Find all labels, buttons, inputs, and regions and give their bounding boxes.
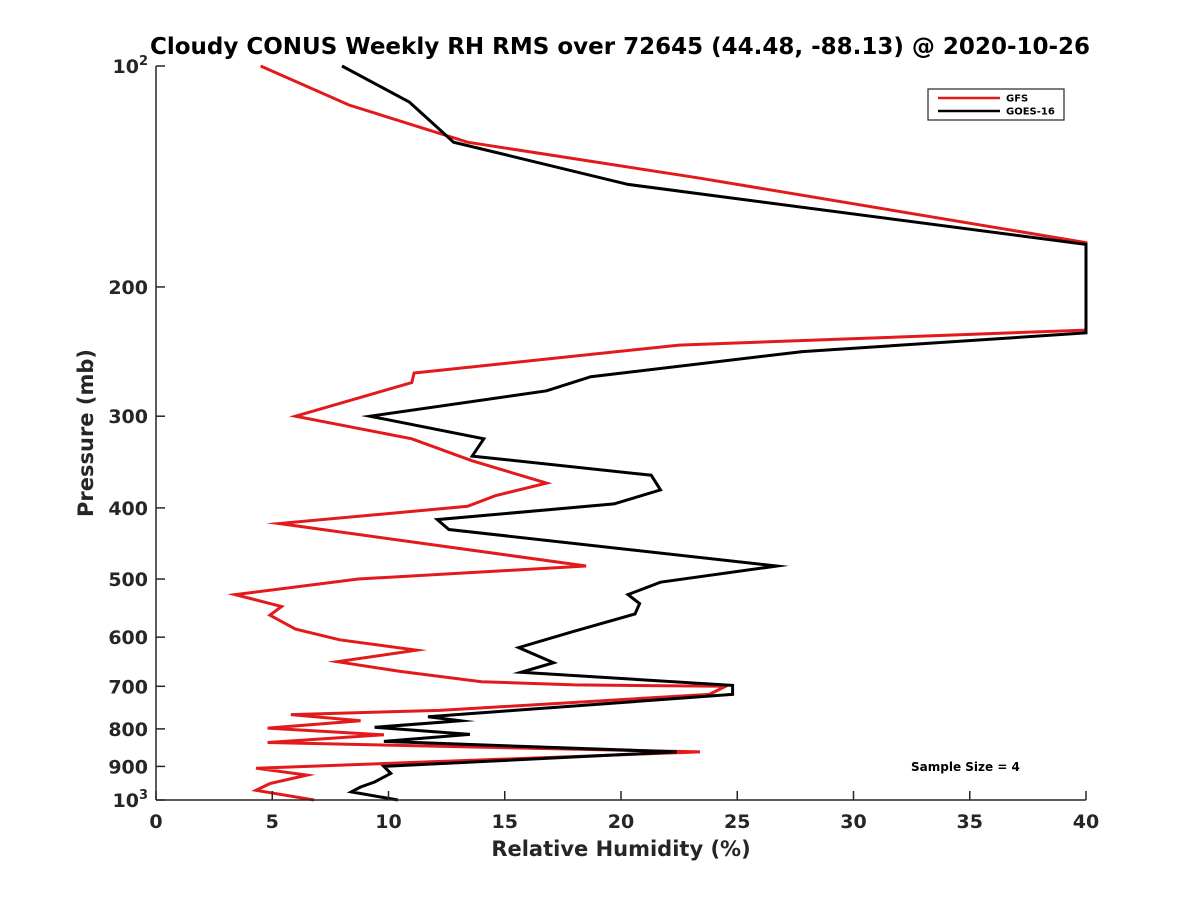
x-ticks: 0 5 10 15 20 25 30 35 40 (149, 791, 1099, 833)
x-tick-label: 0 (149, 811, 162, 833)
x-tick-label: 15 (492, 811, 518, 833)
y-tick-label: 700 (108, 676, 148, 698)
y-tick-label: 103 (113, 788, 149, 812)
x-tick-label: 10 (375, 811, 401, 833)
axes (155, 66, 1086, 801)
x-tick-label: 25 (724, 811, 750, 833)
legend-label-gfs: GFS (1006, 94, 1028, 105)
y-tick-label: 500 (108, 569, 148, 591)
y-tick-label: 300 (108, 406, 148, 428)
legend-label-goes16: GOES-16 (1006, 107, 1055, 118)
y-axis-label: Pressure (mb) (74, 349, 98, 517)
y-tick-label: 200 (108, 277, 148, 299)
x-tick-label: 40 (1073, 811, 1099, 833)
y-tick-label: 900 (108, 756, 148, 778)
x-tick-label: 5 (266, 811, 279, 833)
x-tick-label: 30 (840, 811, 866, 833)
legend: GFS GOES-16 (927, 88, 1065, 121)
chart-title: Cloudy CONUS Weekly RH RMS over 72645 (4… (150, 34, 1090, 60)
x-tick-label: 35 (957, 811, 983, 833)
sample-size-annotation: Sample Size = 4 (911, 760, 1020, 774)
y-ticks: 102 200 300 400 500 600 700 800 900 103 (108, 54, 165, 812)
x-axis-label: Relative Humidity (%) (491, 837, 750, 861)
series-line-gfs (227, 64, 1088, 802)
y-tick-label: 102 (113, 54, 149, 78)
y-tick-label: 800 (108, 719, 148, 741)
x-tick-label: 20 (608, 811, 634, 833)
y-tick-label: 600 (108, 627, 148, 649)
y-tick-label: 400 (108, 498, 148, 520)
legend-box (927, 88, 1065, 121)
series-layer (227, 64, 1088, 802)
series-line-goes16 (341, 64, 1088, 802)
